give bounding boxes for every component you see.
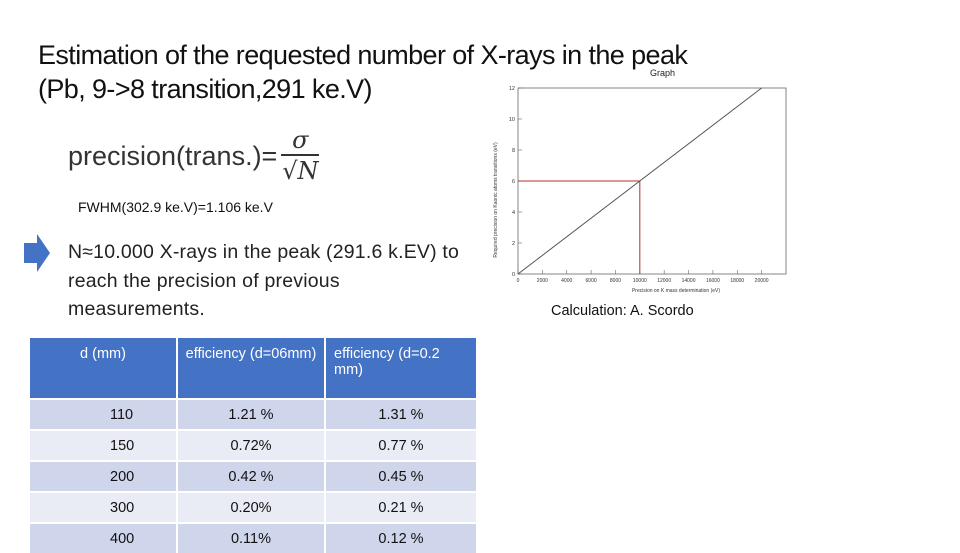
table-row: 200 0.42 % 0.45 % [30,460,478,492]
x-tick-label: 14000 [682,278,696,284]
y-tick-label: 4 [512,210,515,216]
precision-formula: precision(trans.)= σ √N [68,126,320,186]
y-tick-label: 10 [509,117,515,123]
cell-efficiency-02: 0.77 % [325,429,478,461]
slide-title: Estimation of the requested number of X-… [38,38,798,106]
cell-efficiency-06: 0.20% [177,491,326,523]
x-tick-label: 18000 [730,278,744,284]
cell-efficiency-02: 0.12 % [325,522,478,553]
cell-efficiency-06: 0.72% [177,429,326,461]
table-row: 110 1.21 % 1.31 % [30,398,478,430]
cell-d: 150 [30,429,178,461]
y-tick-label: 8 [512,148,515,154]
cell-efficiency-02: 0.21 % [325,491,478,523]
x-tick-label: 4000 [561,278,572,284]
x-tick-label: 0 [517,278,520,284]
x-tick-label: 8000 [610,278,621,284]
x-axis-label: Precision on K mass determination (eV) [632,288,720,294]
x-tick-label: 16000 [706,278,720,284]
x-tick-label: 10000 [633,278,647,284]
cell-d: 200 [30,460,178,492]
slide-title-line1: Estimation of the requested number of X-… [38,40,688,70]
fraction-bar [281,154,320,156]
x-tick-label: 6000 [586,278,597,284]
y-axis-ticks: 0 2 4 6 8 10 12 [509,86,522,278]
series-lines [517,87,762,275]
efficiency-table: d (mm) efficiency (d=06mm) efficiency (d… [30,338,478,553]
cell-efficiency-02: 1.31 % [325,398,478,430]
series-line [517,87,762,275]
cell-efficiency-06: 1.21 % [177,398,326,430]
cell-d: 300 [30,491,178,523]
table-row: 300 0.20% 0.21 % [30,491,478,523]
graph-title: Graph [650,68,675,78]
cell-d: 400 [30,522,178,553]
y-tick-label: 12 [509,86,515,92]
slide-title-line2: (Pb, 9->8 transition,291 ke.V) [38,74,373,104]
cell-d: 110 [30,398,178,430]
x-tick-label: 2000 [537,278,548,284]
x-axis-ticks: 0 2000 4000 6000 8000 10000 12000 14000 16000 180… [517,270,769,284]
y-tick-label: 0 [512,272,515,278]
calculation-credit: Calculation: A. Scordo [551,303,694,319]
formula-denominator: √N [282,156,319,185]
formula-numerator: σ [292,126,309,155]
formula-lhs: precision(trans.)= [68,140,278,171]
column-header-d: d (mm) [30,338,178,399]
table-row: 150 0.72% 0.77 % [30,429,478,461]
table-header-row: d (mm) efficiency (d=06mm) efficiency (d… [30,338,478,399]
column-header-efficiency-02: efficiency (d=0.2 mm) [325,338,478,399]
x-tick-label: 20000 [755,278,769,284]
fwhm-text: FWHM(302.9 ke.V)=1.106 ke.V [78,199,273,215]
cell-efficiency-02: 0.45 % [325,460,478,492]
n-estimate-text: N≈10.000 X-rays in the peak (291.6 k.EV)… [68,241,460,320]
formula-fraction: σ √N [281,126,320,186]
x-tick-label: 12000 [657,278,671,284]
y-axis-label: Required precision on Kaonic atoms trans… [493,142,499,258]
cell-efficiency-06: 0.42 % [177,460,326,492]
cell-efficiency-06: 0.11% [177,522,326,553]
precision-graph: Graph Required precision on Kaonic atoms… [493,68,787,294]
table-row: 400 0.11% 0.12 % [30,522,478,553]
y-tick-label: 6 [512,179,515,185]
column-header-efficiency-06: efficiency (d=06mm) [177,338,326,399]
right-arrow-icon [24,234,50,272]
y-tick-label: 2 [512,241,515,247]
